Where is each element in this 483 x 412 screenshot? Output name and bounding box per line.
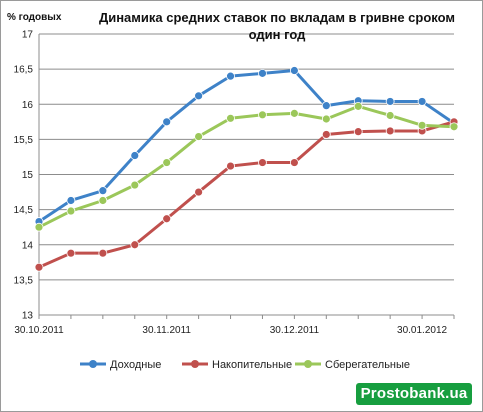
series-3 — [34, 101, 459, 232]
legend-label: Сберегательные — [325, 359, 410, 371]
legend-label: Доходные — [110, 359, 161, 371]
series-line — [38, 120, 455, 269]
data-point — [162, 117, 172, 127]
data-point — [321, 101, 331, 111]
data-point — [258, 68, 267, 78]
data-point — [66, 248, 76, 258]
x-tick-label: 30.10.2011 — [14, 325, 64, 336]
data-point — [385, 111, 395, 120]
data-point — [385, 126, 395, 136]
chart-title: Динамика средних ставок по вкладам в гри… — [99, 10, 455, 42]
series-line — [38, 104, 455, 229]
y-tick-label: 14 — [22, 240, 34, 251]
data-point — [130, 151, 140, 160]
x-tick-labels: 30.10.2011 30.11.2011 30.12.2011 30.01.2012 — [14, 325, 447, 336]
legend-item: Накопительные — [182, 359, 292, 371]
data-point — [226, 161, 235, 171]
data-point — [162, 214, 172, 224]
data-point — [226, 71, 235, 81]
watermark-badge — [356, 383, 472, 405]
legend-swatch-marker — [304, 360, 312, 368]
data-point — [194, 187, 204, 197]
data-point — [449, 122, 459, 132]
y-tick-label: 15 — [22, 170, 34, 181]
data-point — [321, 130, 331, 139]
legend-item: Сберегательные — [295, 359, 410, 371]
axes — [38, 34, 455, 319]
data-point — [66, 206, 76, 216]
data-point — [194, 132, 204, 141]
legend-label: Накопительные — [212, 359, 292, 371]
data-point — [66, 196, 76, 205]
y-tick-label: 15,5 — [14, 135, 34, 146]
y-tick-label: 17 — [22, 30, 34, 41]
data-point — [289, 158, 299, 167]
chart-title-line: один год — [249, 27, 306, 42]
series-2 — [34, 117, 459, 272]
x-tick-label: 30.11.2011 — [142, 325, 191, 336]
data-point — [98, 248, 108, 258]
y-tick-label: 16,5 — [14, 65, 34, 76]
data-point — [385, 97, 395, 106]
data-point — [162, 158, 172, 167]
data-point — [130, 240, 140, 250]
series-line — [38, 69, 455, 223]
y-tick-labels: 13 13,5 14 14,5 15 15,5 16 16,5 17 — [14, 30, 34, 322]
data-point — [321, 114, 331, 124]
legend-swatch-marker — [89, 360, 97, 368]
data-point — [98, 196, 108, 205]
data-point — [353, 101, 363, 111]
series-group — [34, 66, 459, 272]
data-point — [417, 97, 427, 106]
legend-swatch-marker — [191, 360, 199, 368]
data-point — [353, 127, 363, 137]
data-point — [130, 180, 140, 190]
data-point — [289, 108, 299, 118]
data-point — [258, 110, 267, 120]
x-tick-label: 30.12.2011 — [270, 325, 320, 336]
x-tick-label: 30.01.2012 — [397, 325, 447, 336]
y-tick-label: 16 — [22, 100, 34, 111]
data-point — [34, 222, 44, 232]
chart-title-line: Динамика средних ставок по вкладам в гри… — [99, 10, 455, 25]
y-tick-label: 13,5 — [14, 275, 34, 286]
data-point — [34, 262, 44, 272]
data-point — [289, 66, 299, 75]
data-point — [417, 120, 427, 130]
y-tick-label: 14,5 — [14, 205, 34, 216]
data-point — [226, 113, 235, 123]
data-point — [258, 158, 267, 167]
data-point — [194, 91, 204, 101]
data-point — [98, 186, 108, 196]
legend-item: Доходные — [80, 359, 161, 371]
y-axis-label: % годовых — [7, 12, 62, 23]
y-tick-label: 13 — [22, 311, 34, 322]
watermark-text: Prostobank.ua — [360, 385, 468, 402]
legend: Доходные Накопительные Сберегательные — [80, 359, 410, 371]
